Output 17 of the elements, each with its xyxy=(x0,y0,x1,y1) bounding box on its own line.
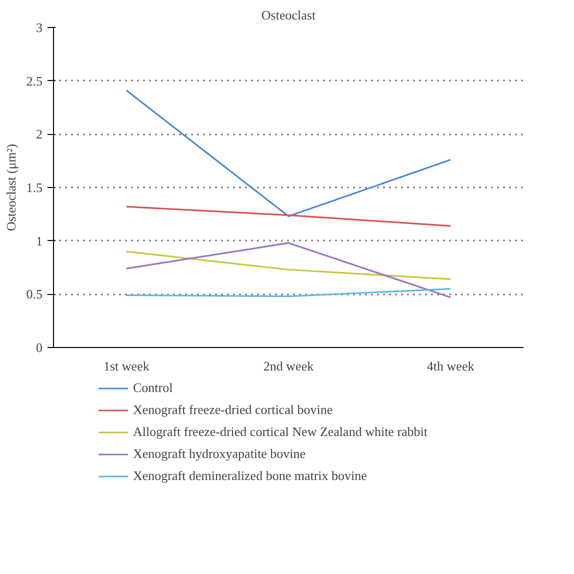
x-tick-label: 1st week xyxy=(104,358,150,374)
y-tick-label: 0.5 xyxy=(26,286,42,302)
legend-label: Xenograft hydroxyapatite bovine xyxy=(133,446,306,462)
legend-label: Xenograft demineralized bone matrix bovine xyxy=(133,468,367,484)
x-tick-label: 2nd week xyxy=(263,358,314,374)
legend-label: Xenograft freeze-dried cortical bovine xyxy=(133,402,333,418)
chart-title: Osteoclast xyxy=(261,8,316,22)
y-axis-title: Osteoclast (μm²) xyxy=(3,144,18,232)
y-tick-label: 2.5 xyxy=(26,73,42,88)
y-tick-label: 1.5 xyxy=(26,180,42,195)
y-tick-label: 3 xyxy=(36,20,42,35)
y-tick-label: 1 xyxy=(36,233,42,248)
y-tick-label: 0 xyxy=(36,340,42,355)
legend-label: Control xyxy=(133,380,173,396)
y-tick-label: 2 xyxy=(36,126,42,142)
x-tick-label: 4th week xyxy=(426,358,475,374)
legend-label: Allograft freeze-dried cortical New Zealand white rabbit xyxy=(133,424,428,440)
